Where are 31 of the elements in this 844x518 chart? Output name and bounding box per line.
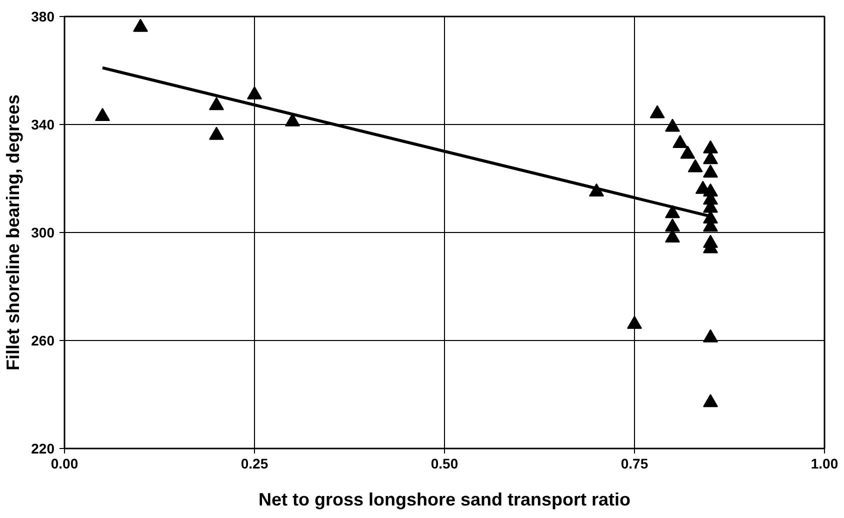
- point: [627, 316, 642, 329]
- y-tick-label: 340: [31, 116, 55, 132]
- y-axis-title: Fillet shoreline bearing, degrees: [3, 94, 24, 371]
- x-tick-label: 1.00: [810, 456, 838, 472]
- point: [650, 105, 665, 118]
- x-tick-label: 0.75: [620, 456, 648, 472]
- point: [703, 151, 718, 164]
- point: [680, 146, 696, 159]
- point: [95, 108, 110, 121]
- point: [703, 164, 718, 178]
- point: [247, 86, 262, 100]
- point: [665, 205, 680, 218]
- y-tick-label: 300: [31, 224, 55, 240]
- point: [672, 134, 688, 148]
- point: [703, 394, 718, 408]
- point: [133, 18, 148, 32]
- point: [703, 140, 718, 154]
- y-tick-label: 260: [31, 332, 55, 348]
- point: [688, 159, 703, 172]
- point: [209, 126, 224, 140]
- y-tick-label: 380: [31, 8, 55, 24]
- x-tick-label: 0.00: [50, 456, 78, 472]
- point: [665, 118, 680, 132]
- x-axis-title: Net to gross longshore sand transport ratio: [258, 490, 631, 510]
- point: [703, 329, 718, 342]
- point: [209, 97, 224, 110]
- point: [285, 113, 300, 126]
- x-tick-label: 0.25: [240, 456, 268, 472]
- point: [665, 218, 680, 232]
- y-tick-label: 220: [31, 440, 55, 456]
- x-tick-label: 0.50: [430, 456, 458, 472]
